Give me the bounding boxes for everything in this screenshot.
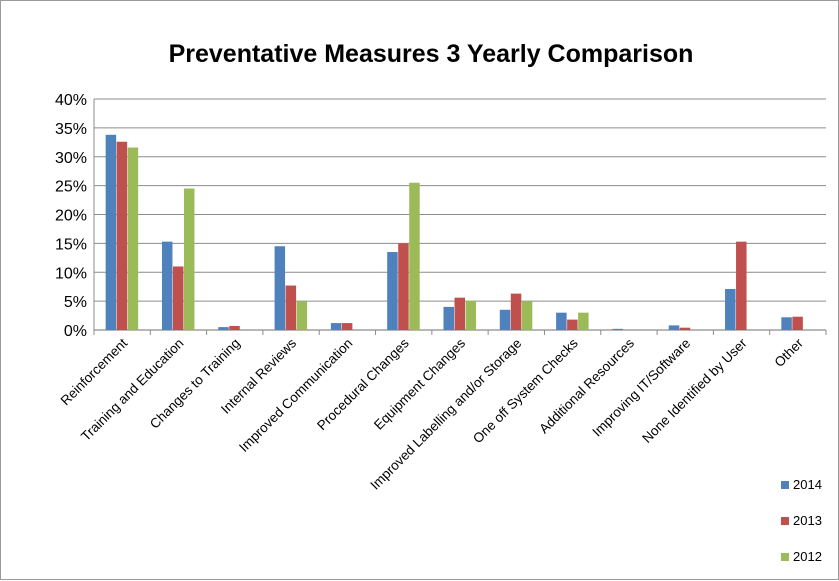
y-tick-label: 10% xyxy=(55,265,87,282)
legend-swatch-2013 xyxy=(781,517,789,525)
bar-2013-7 xyxy=(510,293,522,330)
bar-2012-7 xyxy=(521,301,533,330)
bar-2013-4 xyxy=(341,323,353,330)
bar-2012-3 xyxy=(296,301,308,330)
x-tick-label: Additional Resources xyxy=(536,335,637,436)
y-tick-label: 25% xyxy=(55,179,87,196)
bar-2014-5 xyxy=(387,252,398,330)
bar-2014-12 xyxy=(781,317,792,330)
bar-2012-1 xyxy=(183,188,195,330)
bar-2013-1 xyxy=(172,266,184,330)
chart-title: Preventative Measures 3 Yearly Compariso… xyxy=(169,40,694,68)
bars xyxy=(105,134,803,330)
bar-2013-12 xyxy=(792,316,803,330)
bar-2014-1 xyxy=(161,241,173,330)
x-tick-label: One off System Checks xyxy=(470,335,581,446)
bar-2014-0 xyxy=(105,134,117,330)
y-tick-label: 40% xyxy=(55,92,87,109)
y-axis-ticks: 0% 5% 10% 15% 20% 25% 30% 35% 40% xyxy=(55,92,87,340)
y-tick-label: 5% xyxy=(64,294,87,311)
legend-label-2013: 2013 xyxy=(793,513,822,528)
bar-2014-10 xyxy=(668,325,680,330)
bar-2013-3 xyxy=(285,285,297,330)
bar-2012-0 xyxy=(127,147,139,330)
bar-2014-6 xyxy=(443,306,454,330)
y-tick-label: 0% xyxy=(64,323,87,340)
legend-swatch-2012 xyxy=(781,553,789,561)
y-tick-label: 15% xyxy=(55,236,87,253)
legend: 2014 2013 2012 xyxy=(781,477,822,564)
bar-2013-2 xyxy=(229,325,240,330)
bar-2012-6 xyxy=(465,300,476,330)
bar-2014-11 xyxy=(725,288,736,330)
bar-2013-5 xyxy=(398,243,409,330)
bar-2014-3 xyxy=(274,246,286,330)
bar-2014-4 xyxy=(330,323,342,330)
x-tick-label: Improved Communication xyxy=(236,336,355,455)
bar-2014-8 xyxy=(556,312,567,330)
x-tick-label: Other xyxy=(771,335,806,370)
bar-2012-5 xyxy=(409,182,420,330)
x-tick-label: Improving IT/Software xyxy=(589,336,693,440)
y-tick-label: 20% xyxy=(55,208,87,225)
y-tick-label: 35% xyxy=(55,121,87,138)
bar-2013-6 xyxy=(454,297,465,330)
bar-2013-10 xyxy=(679,327,691,330)
legend-swatch-2014 xyxy=(781,481,789,489)
x-tick-label: Procedural Changes xyxy=(314,335,412,433)
y-tick-label: 30% xyxy=(55,150,87,167)
bar-2013-8 xyxy=(567,319,578,330)
bar-2014-9 xyxy=(612,328,623,330)
x-tick-label: Training and Education xyxy=(78,336,186,444)
bar-2012-8 xyxy=(578,312,589,330)
bar-2014-2 xyxy=(218,327,229,330)
legend-label-2014: 2014 xyxy=(793,477,822,492)
legend-label-2012: 2012 xyxy=(793,549,822,564)
bar-2013-11 xyxy=(736,241,747,330)
bar-2014-7 xyxy=(499,309,511,330)
x-tick-label: None Identified by User xyxy=(639,335,750,446)
bar-2013-0 xyxy=(116,141,128,330)
